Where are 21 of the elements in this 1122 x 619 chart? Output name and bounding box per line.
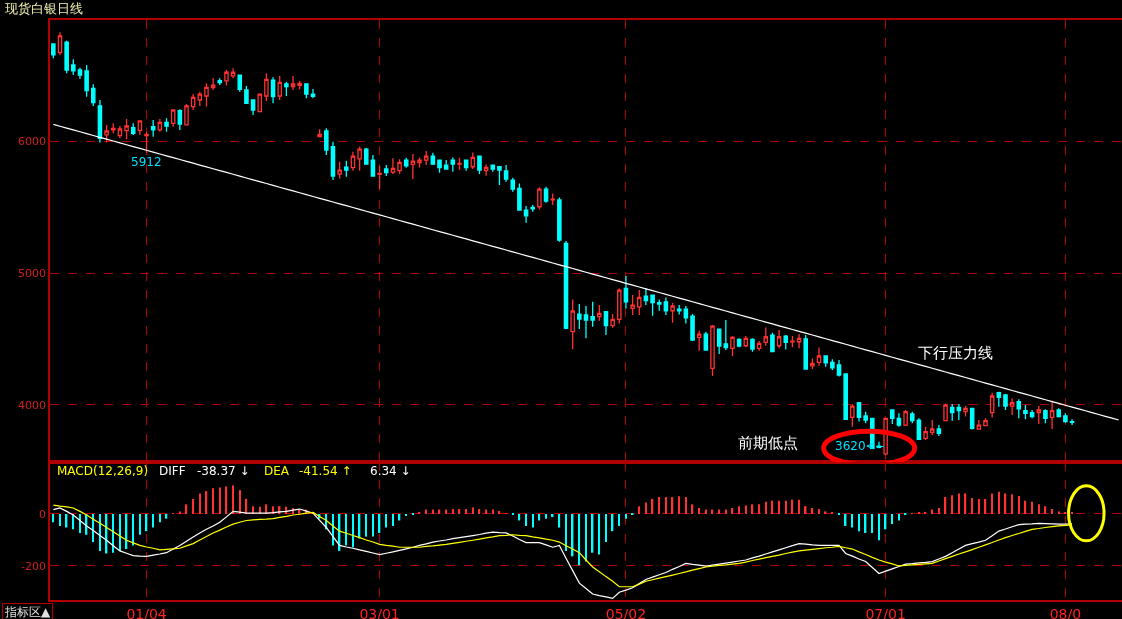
y-tick-label: 6000 (18, 134, 47, 148)
annotation: 6.34 ↓ (370, 464, 411, 478)
annotation: 5912 (131, 155, 162, 169)
text: DIFF (159, 464, 186, 478)
annotation: -38.37 ↓ (197, 464, 250, 478)
y-tick-label: -200 (21, 559, 47, 573)
text: DEA (264, 464, 290, 478)
x-tick-label: 01/04 (126, 605, 167, 619)
x-tick-label: 08/0 (1049, 605, 1082, 619)
y-tick-label: 0 (39, 507, 47, 521)
x-tick-label: 05/02 (605, 605, 647, 619)
chart-title: MACD(12,26,9) (57, 464, 149, 478)
y-tick-label: 4000 (18, 398, 47, 412)
annotation: 前期低点 (738, 434, 798, 452)
x-tick-label: 03/01 (359, 605, 400, 619)
text: 指标区▲ (4, 605, 51, 619)
x-tick-label: 07/01 (865, 605, 906, 619)
y-tick-label: 5000 (18, 266, 47, 280)
chart-title: 现货白银日线 (5, 1, 83, 16)
annotation: -41.54 ↑ (299, 464, 352, 478)
annotation: 下行压力线 (918, 344, 993, 362)
